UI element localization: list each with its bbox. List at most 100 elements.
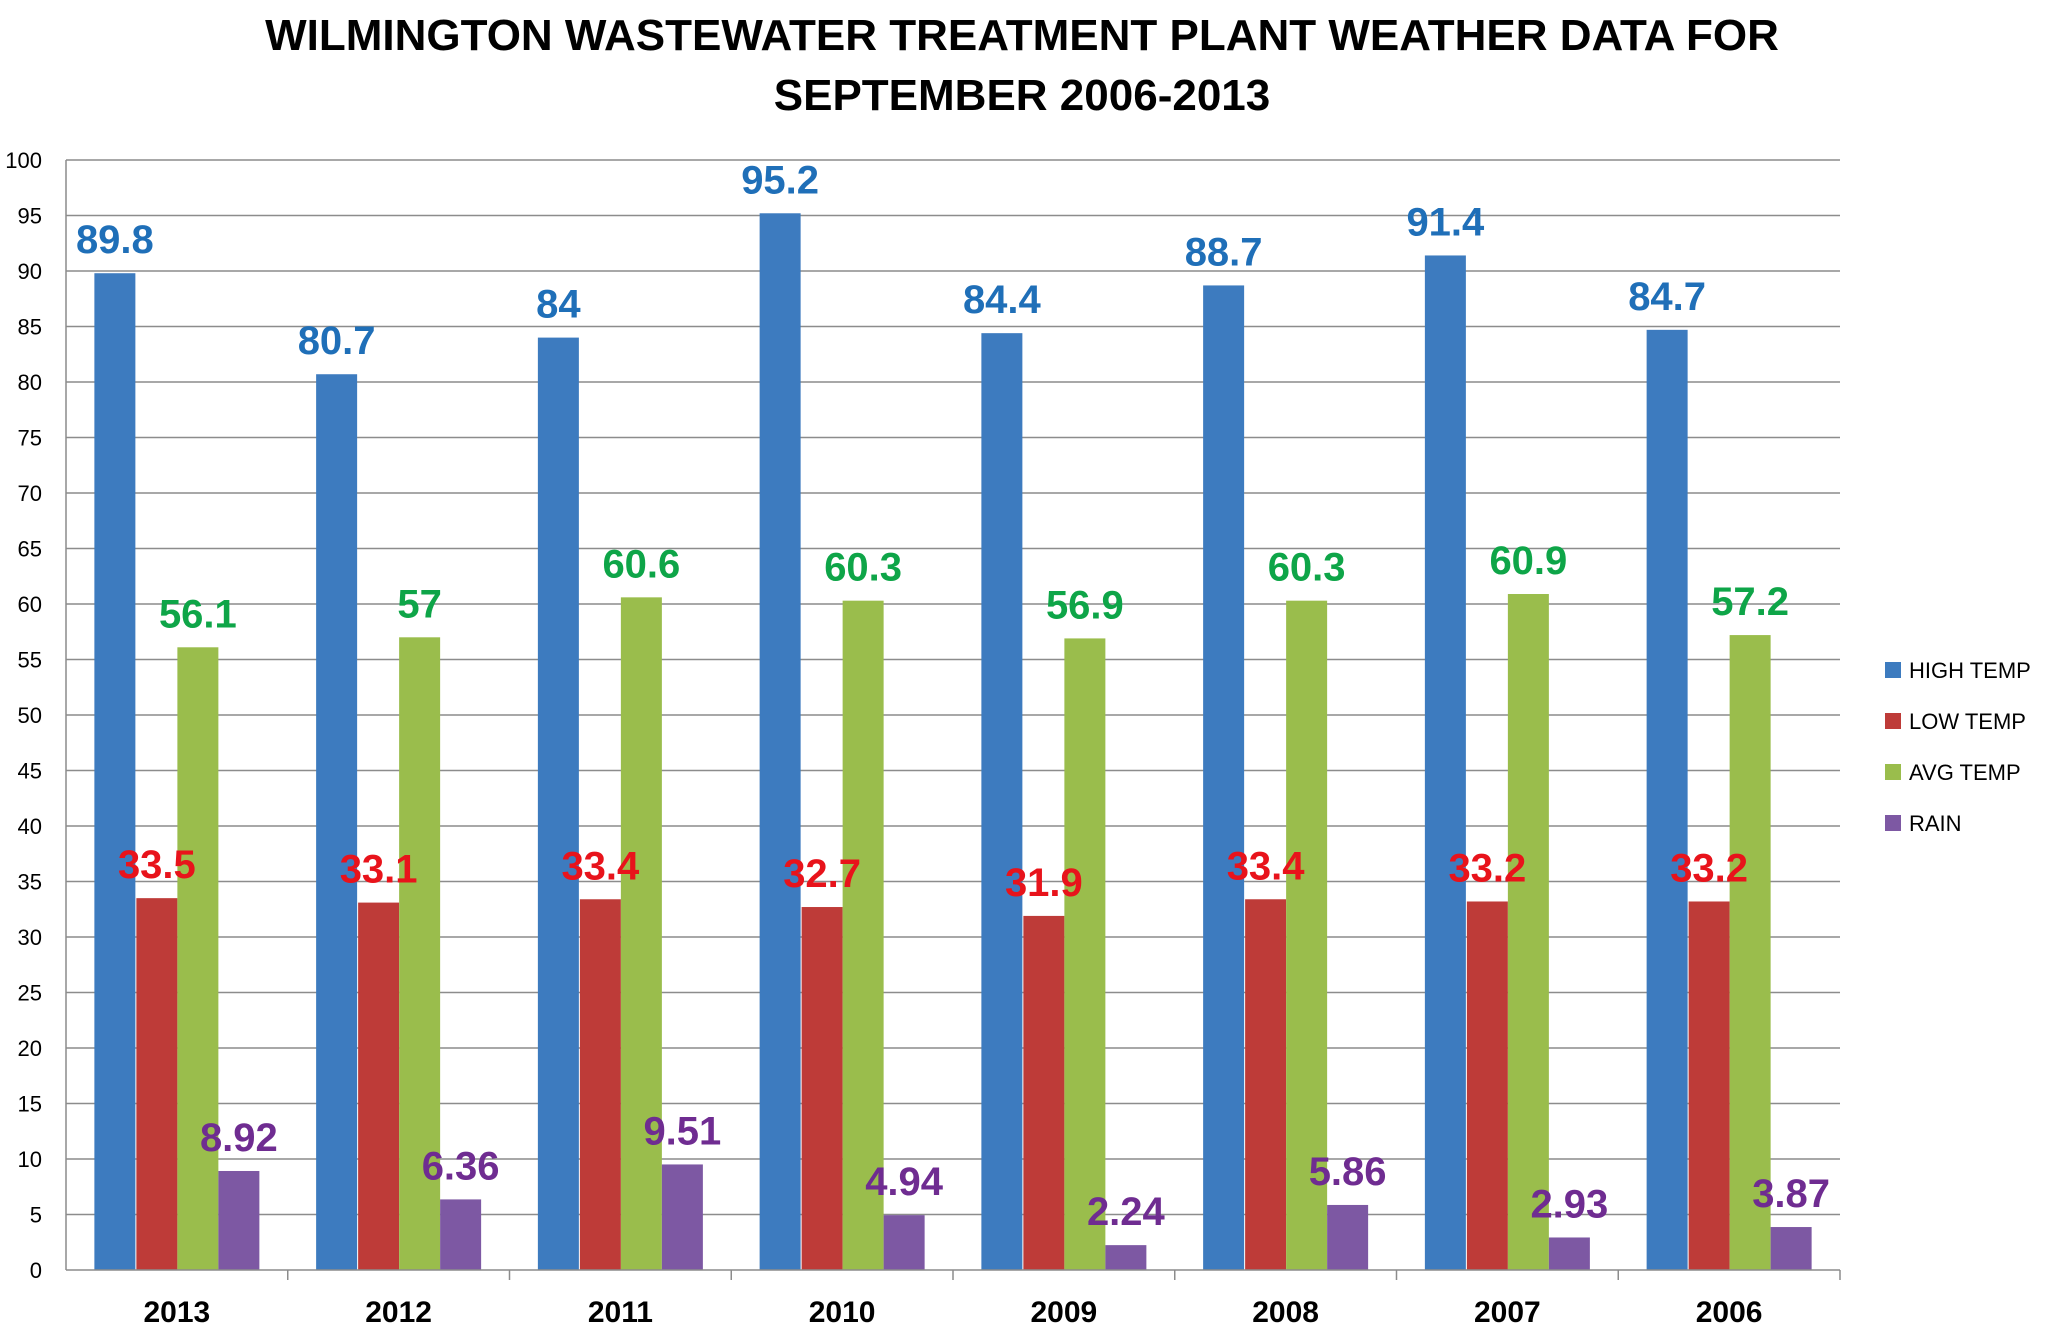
data-label-rain: 5.86 bbox=[1309, 1150, 1387, 1194]
bar-high-temp bbox=[1424, 255, 1466, 1270]
legend-swatch bbox=[1885, 662, 1901, 678]
data-label-high-temp: 91.4 bbox=[1406, 200, 1485, 244]
x-tick-label: 2008 bbox=[1252, 1296, 1319, 1329]
bar-avg-temp bbox=[1729, 635, 1771, 1270]
bar-rain bbox=[1105, 1245, 1147, 1270]
bar-rain bbox=[1327, 1204, 1369, 1270]
data-label-low-temp: 32.7 bbox=[783, 852, 861, 896]
legend-label: RAIN bbox=[1909, 811, 1962, 836]
x-axis-ticks: 2013 2012 2011 2010 2009 2008 2007 2006 bbox=[144, 1296, 1763, 1329]
data-label-low-temp: 33.1 bbox=[340, 848, 418, 892]
y-tick-label: 5 bbox=[30, 1203, 42, 1228]
x-tick-label: 2011 bbox=[588, 1296, 653, 1329]
bar-rain bbox=[440, 1199, 482, 1270]
y-tick-label: 50 bbox=[18, 703, 42, 728]
data-label-high-temp: 80.7 bbox=[298, 319, 376, 363]
bar-high-temp bbox=[537, 337, 579, 1271]
bar-high-temp bbox=[1646, 329, 1688, 1271]
data-labels: 89.8 33.5 56.1 8.92 80.7 33.1 57 6.36 84 33.4 60.6… bbox=[76, 158, 1830, 1234]
legend-swatch bbox=[1885, 764, 1901, 780]
data-label-low-temp: 33.5 bbox=[118, 843, 196, 887]
x-tick-label: 2009 bbox=[1031, 1296, 1098, 1329]
bar-low-temp bbox=[358, 902, 400, 1270]
axes bbox=[65, 160, 1841, 1280]
data-label-avg-temp: 60.3 bbox=[1268, 546, 1346, 590]
y-tick-label: 45 bbox=[18, 759, 42, 784]
bar-rain bbox=[218, 1170, 260, 1270]
y-tick-label: 70 bbox=[18, 481, 42, 506]
bar-high-temp bbox=[316, 374, 358, 1271]
data-label-high-temp: 95.2 bbox=[741, 158, 819, 202]
y-tick-label: 65 bbox=[18, 537, 42, 562]
data-label-avg-temp: 60.3 bbox=[824, 546, 902, 590]
data-label-low-temp: 31.9 bbox=[1005, 861, 1083, 905]
bar-low-temp bbox=[1245, 899, 1287, 1270]
data-label-avg-temp: 57.2 bbox=[1711, 580, 1789, 624]
data-label-rain: 6.36 bbox=[422, 1144, 500, 1188]
legend-label: AVG TEMP bbox=[1909, 760, 2021, 785]
y-tick-label: 25 bbox=[18, 981, 42, 1006]
bar-high-temp bbox=[1203, 285, 1245, 1270]
y-tick-label: 40 bbox=[18, 814, 42, 839]
x-tick-label: 2010 bbox=[809, 1296, 876, 1329]
y-tick-label: 10 bbox=[18, 1147, 42, 1172]
y-tick-label: 15 bbox=[18, 1092, 42, 1117]
bar-rain bbox=[883, 1215, 925, 1270]
chart-title-line2: SEPTEMBER 2006-2013 bbox=[774, 71, 1270, 120]
y-tick-label: 20 bbox=[18, 1036, 42, 1061]
legend-label: HIGH TEMP bbox=[1909, 658, 2031, 683]
bar-avg-temp bbox=[842, 600, 884, 1270]
bar-high-temp bbox=[759, 213, 801, 1270]
y-tick-label: 75 bbox=[18, 426, 42, 451]
y-tick-label: 55 bbox=[18, 648, 42, 673]
chart-title-line1: WILMINGTON WASTEWATER TREATMENT PLANT WE… bbox=[265, 11, 1779, 60]
data-label-high-temp: 84.4 bbox=[963, 278, 1042, 322]
data-label-avg-temp: 56.9 bbox=[1046, 583, 1124, 627]
x-tick-label: 2007 bbox=[1474, 1296, 1541, 1329]
data-label-low-temp: 33.2 bbox=[1448, 846, 1526, 890]
bar-high-temp bbox=[981, 333, 1023, 1270]
bar-avg-temp bbox=[1507, 594, 1549, 1270]
y-tick-label: 0 bbox=[30, 1258, 42, 1283]
legend-swatch bbox=[1885, 713, 1901, 729]
y-tick-label: 100 bbox=[5, 148, 42, 173]
data-label-high-temp: 89.8 bbox=[76, 218, 154, 262]
bar-avg-temp bbox=[1064, 638, 1106, 1270]
bar-low-temp bbox=[1466, 901, 1508, 1270]
legend: HIGH TEMP LOW TEMP AVG TEMP RAIN bbox=[1885, 658, 2031, 836]
bar-rain bbox=[661, 1164, 703, 1270]
legend-swatch bbox=[1885, 815, 1901, 831]
bar-low-temp bbox=[136, 898, 178, 1270]
bar-avg-temp bbox=[177, 647, 219, 1270]
data-label-high-temp: 84.7 bbox=[1628, 275, 1706, 319]
data-label-low-temp: 33.4 bbox=[1227, 844, 1306, 888]
x-tick-label: 2013 bbox=[144, 1296, 211, 1329]
legend-label: LOW TEMP bbox=[1909, 709, 2026, 734]
data-label-avg-temp: 57 bbox=[397, 582, 442, 626]
y-tick-label: 30 bbox=[18, 925, 42, 950]
data-label-avg-temp: 56.1 bbox=[159, 592, 237, 636]
y-tick-label: 85 bbox=[18, 315, 42, 340]
bar-low-temp bbox=[579, 899, 621, 1270]
y-tick-label: 60 bbox=[18, 592, 42, 617]
data-label-high-temp: 88.7 bbox=[1185, 230, 1263, 274]
bar-avg-temp bbox=[620, 597, 662, 1270]
x-tick-label: 2006 bbox=[1696, 1296, 1763, 1329]
data-label-high-temp: 84 bbox=[536, 283, 581, 327]
bar-rain bbox=[1548, 1237, 1590, 1270]
bar-low-temp bbox=[1023, 915, 1065, 1270]
bar-avg-temp bbox=[1286, 600, 1328, 1270]
bar-avg-temp bbox=[399, 637, 441, 1270]
data-label-rain: 8.92 bbox=[200, 1116, 278, 1160]
data-label-avg-temp: 60.9 bbox=[1489, 539, 1567, 583]
bar-rain bbox=[1770, 1227, 1812, 1270]
y-tick-label: 90 bbox=[18, 259, 42, 284]
bar-low-temp bbox=[1688, 901, 1730, 1270]
data-label-low-temp: 33.4 bbox=[561, 844, 640, 888]
y-tick-label: 80 bbox=[18, 370, 42, 395]
data-label-rain: 2.93 bbox=[1530, 1182, 1608, 1226]
data-label-rain: 3.87 bbox=[1752, 1172, 1830, 1216]
data-label-rain: 9.51 bbox=[643, 1109, 721, 1153]
